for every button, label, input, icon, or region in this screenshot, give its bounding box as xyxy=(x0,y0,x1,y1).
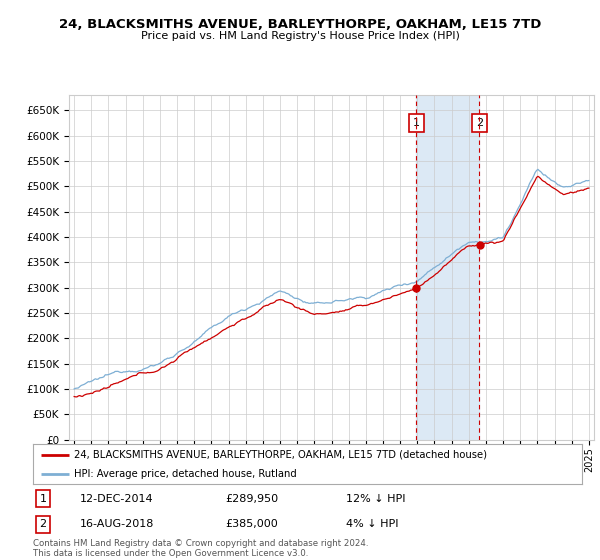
Text: 2: 2 xyxy=(476,118,483,128)
Text: £289,950: £289,950 xyxy=(225,493,278,503)
Text: 16-AUG-2018: 16-AUG-2018 xyxy=(80,519,154,529)
Text: 12% ↓ HPI: 12% ↓ HPI xyxy=(346,493,406,503)
Text: 12-DEC-2014: 12-DEC-2014 xyxy=(80,493,153,503)
Text: 24, BLACKSMITHS AVENUE, BARLEYTHORPE, OAKHAM, LE15 7TD: 24, BLACKSMITHS AVENUE, BARLEYTHORPE, OA… xyxy=(59,18,541,31)
Text: Price paid vs. HM Land Registry's House Price Index (HPI): Price paid vs. HM Land Registry's House … xyxy=(140,31,460,41)
Text: 2: 2 xyxy=(40,519,46,529)
Text: HPI: Average price, detached house, Rutland: HPI: Average price, detached house, Rutl… xyxy=(74,469,297,478)
Text: Contains HM Land Registry data © Crown copyright and database right 2024.
This d: Contains HM Land Registry data © Crown c… xyxy=(33,539,368,558)
Text: 1: 1 xyxy=(413,118,420,128)
Text: 1: 1 xyxy=(40,493,46,503)
Bar xyxy=(416,95,479,440)
Text: 24, BLACKSMITHS AVENUE, BARLEYTHORPE, OAKHAM, LE15 7TD (detached house): 24, BLACKSMITHS AVENUE, BARLEYTHORPE, OA… xyxy=(74,450,487,460)
Text: £385,000: £385,000 xyxy=(225,519,278,529)
Text: 4% ↓ HPI: 4% ↓ HPI xyxy=(346,519,398,529)
